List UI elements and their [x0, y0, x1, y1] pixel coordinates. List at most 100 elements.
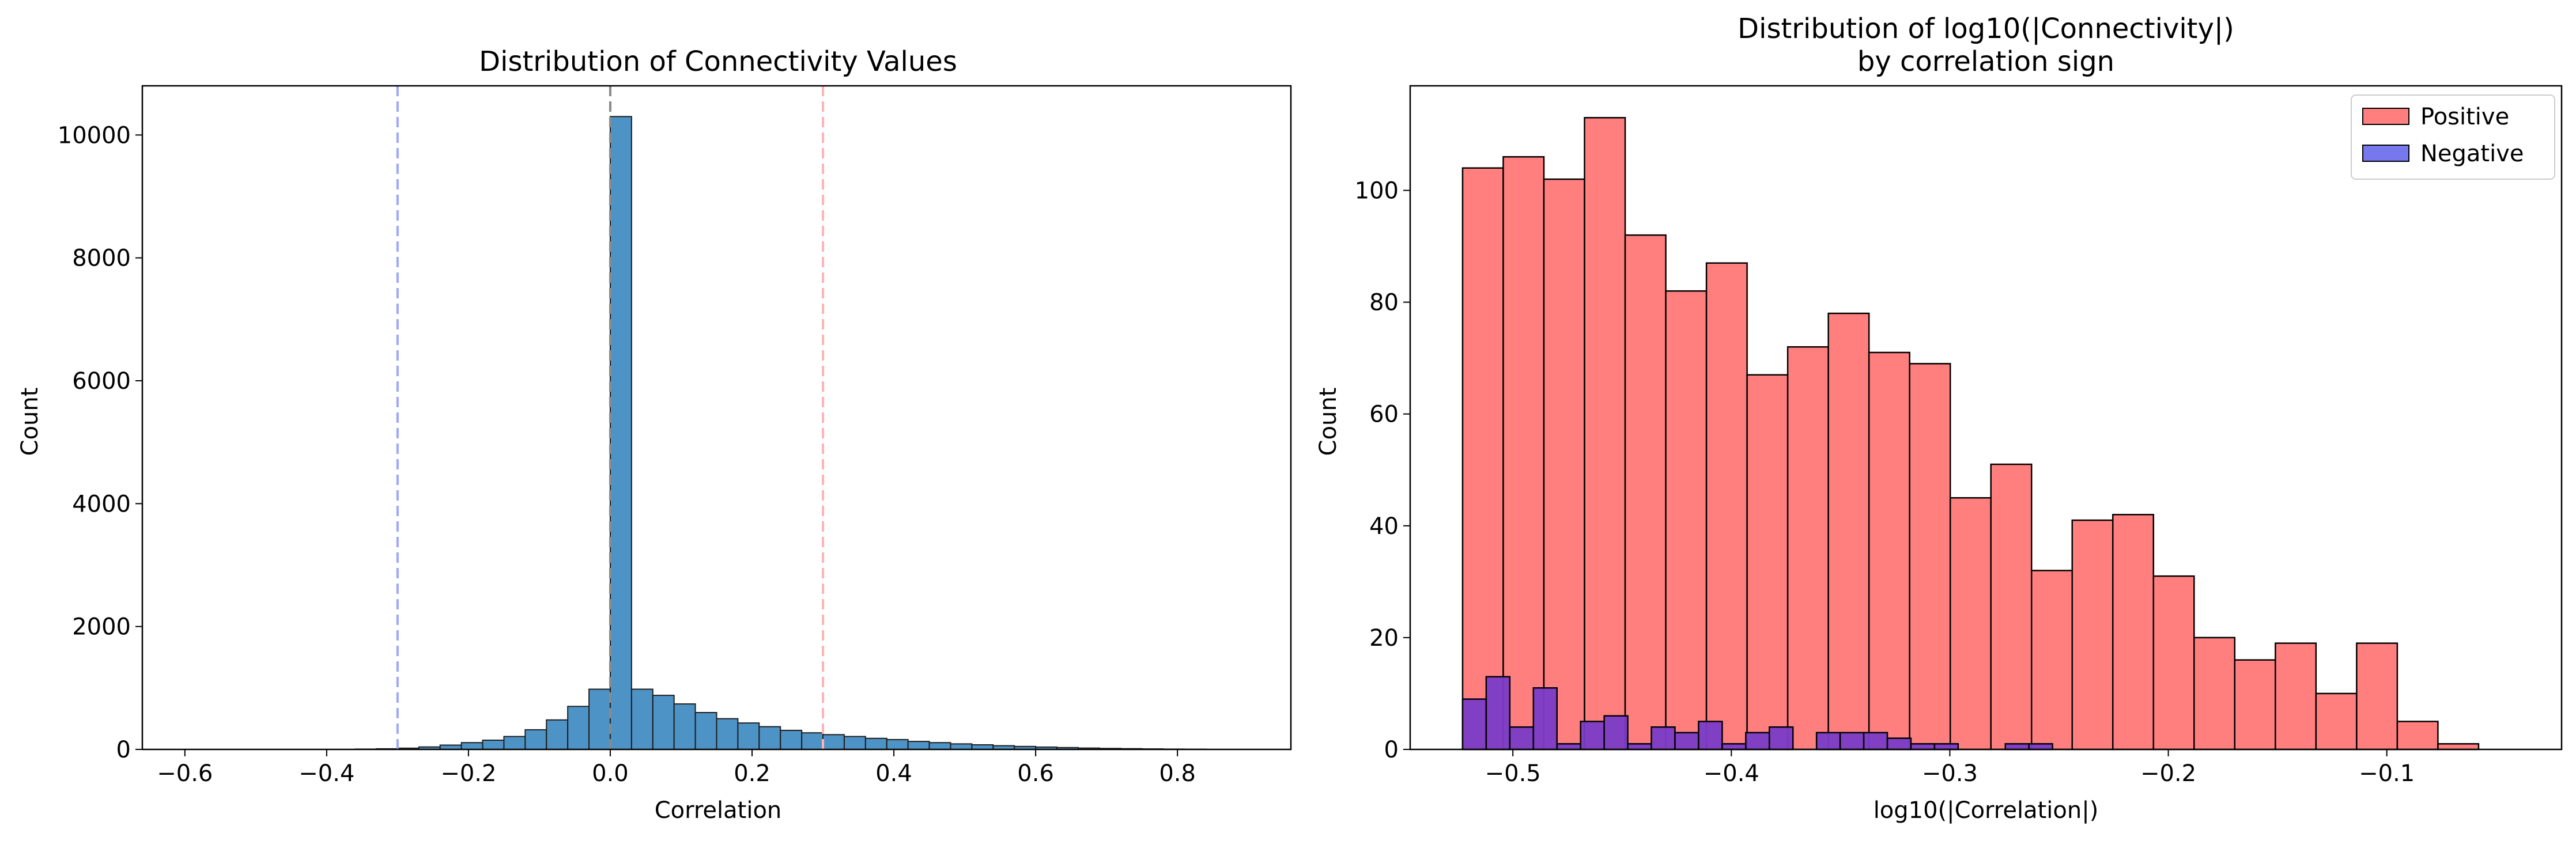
histogram-bar	[801, 732, 824, 750]
right-x-tick-label: −0.3	[1922, 760, 1978, 787]
positive-histogram-bar	[1543, 178, 1585, 751]
positive-histogram-bar	[2112, 514, 2155, 751]
positive-histogram-bar	[1502, 156, 1545, 751]
histogram-bar	[886, 738, 909, 751]
left-x-tick-label: −0.2	[440, 760, 496, 787]
left-x-axis-label: Correlation	[655, 797, 782, 824]
right-chart-title-line-2: by correlation sign	[1857, 46, 2114, 78]
right-x-tick-label: −0.2	[2140, 760, 2196, 787]
left-y-tick-label: 10000	[58, 122, 131, 149]
right-y-tick-label: 20	[1369, 625, 1399, 651]
positive-histogram-bar	[1665, 290, 1708, 751]
positive-histogram-bar	[1827, 312, 1870, 751]
histogram-bar	[907, 741, 930, 750]
right-y-tick-label: 60	[1369, 401, 1399, 428]
right-chart-title-line-1: Distribution of log10(|Connectivity|)	[1738, 13, 2234, 45]
negative-histogram-bar	[1745, 732, 1770, 751]
positive-histogram-bar	[2152, 575, 2195, 751]
legend-swatch-positive	[2362, 108, 2409, 125]
histogram-bar	[482, 740, 505, 750]
negative-histogram-bar	[1603, 715, 1629, 751]
histogram-bar	[588, 688, 611, 751]
negative-histogram-bar	[1485, 676, 1511, 751]
left-y-tick-label: 6000	[72, 368, 131, 395]
right-plot-area: −0.5 −0.4 −0.3 −0.2 −0.1 0 20 40 60 80 100	[1355, 85, 2563, 787]
histogram-bar	[503, 736, 526, 750]
histogram-bar	[716, 718, 739, 750]
right-y-tick-label: 40	[1369, 513, 1399, 540]
negative-histogram-bar	[1721, 743, 1747, 751]
negative-histogram-bar	[1556, 743, 1581, 751]
left-x-tick-label: 0.6	[1017, 760, 1054, 787]
negative-histogram-bar	[1910, 743, 1936, 751]
histogram-bar	[609, 116, 632, 750]
positive-histogram-bar	[1949, 497, 1992, 751]
right-y-tick-label: 0	[1384, 737, 1399, 763]
positive-histogram-bar	[1461, 167, 1504, 751]
negative-histogram-bar	[1698, 721, 1723, 751]
left-x-tick-label: 0.2	[734, 760, 770, 787]
left-chart-title: Distribution of Connectivity Values	[479, 46, 957, 78]
right-x-tick-label: −0.5	[1485, 760, 1541, 787]
positive-histogram-bar	[2193, 637, 2236, 751]
histogram-bar	[737, 722, 760, 750]
positive-histogram-bar	[2437, 743, 2480, 751]
positive-histogram-bar	[2315, 692, 2358, 751]
positive-histogram-bar	[2275, 642, 2317, 751]
histogram-bar	[864, 737, 887, 751]
left-x-tick-label: −0.6	[157, 760, 213, 787]
negative-histogram-bar	[1509, 726, 1535, 751]
right-y-tick-label: 80	[1369, 290, 1399, 316]
histogram-bar	[460, 742, 484, 751]
histogram-bar	[822, 734, 845, 751]
negative-histogram-bar	[1627, 743, 1652, 751]
negative-histogram-bar	[1769, 726, 1794, 751]
positive-histogram-bar	[1746, 374, 1789, 751]
histogram-bar	[843, 736, 866, 750]
negative-histogram-bar	[1886, 737, 1912, 751]
positive-histogram-bar	[2071, 519, 2114, 751]
positive-histogram-bar	[1705, 262, 1748, 751]
histogram-bar	[630, 688, 654, 751]
positive-histogram-bar	[1868, 351, 1910, 751]
left-y-tick-label: 8000	[72, 245, 131, 272]
legend-label-negative: Negative	[2420, 141, 2524, 167]
negative-histogram-bar	[1461, 698, 1487, 751]
legend-swatch-negative	[2362, 145, 2409, 162]
negative-histogram-bar	[2004, 743, 2030, 751]
histogram-bar	[567, 706, 590, 751]
negative-histogram-bar	[2028, 743, 2053, 751]
left-y-tick-label: 0	[116, 737, 131, 763]
right-x-axis-label: log10(|Correlation|)	[1874, 797, 2099, 824]
negative-histogram-bar	[1839, 732, 1865, 751]
negative-histogram-bar	[1933, 743, 1959, 751]
legend: Positive Negative	[2351, 94, 2555, 180]
histogram-bar	[928, 742, 951, 751]
histogram-bar	[524, 729, 547, 751]
left-y-tick-label: 2000	[72, 614, 131, 641]
negative-histogram-bar	[1815, 732, 1841, 751]
left-x-tick-label: −0.4	[299, 760, 354, 787]
negative-histogram-bar	[1674, 732, 1699, 751]
right-y-axis-label: Count	[1315, 388, 1342, 456]
left-x-tick-label: 0.0	[592, 760, 629, 787]
right-y-tick-label: 100	[1355, 177, 1399, 204]
negative-histogram-bar	[1532, 687, 1558, 751]
left-histogram-panel: Distribution of Connectivity Values Corr…	[17, 46, 1292, 824]
negative-histogram-bar	[1863, 732, 1888, 751]
histogram-bar	[546, 719, 569, 751]
left-x-tick-label: 0.8	[1159, 760, 1196, 787]
negative-histogram-bar	[1650, 726, 1676, 751]
left-plot-area: −0.6 −0.4 −0.2 0.0 0.2 0.4 0.6 0.8 0 2000 4000 6000…	[58, 85, 1292, 787]
legend-label-positive: Positive	[2420, 104, 2509, 130]
positive-histogram-bar	[2234, 659, 2276, 751]
histogram-bar	[694, 712, 717, 750]
positive-histogram-bar	[1624, 234, 1667, 751]
right-x-tick-label: −0.1	[2359, 760, 2415, 787]
positive-histogram-bar	[2030, 570, 2073, 751]
positive-histogram-bar	[1909, 363, 1951, 751]
positive-histogram-bar	[2356, 642, 2399, 751]
right-histogram-panel: Distribution of log10(|Connectivity|) by…	[1315, 13, 2563, 824]
histogram-bar	[673, 703, 696, 750]
